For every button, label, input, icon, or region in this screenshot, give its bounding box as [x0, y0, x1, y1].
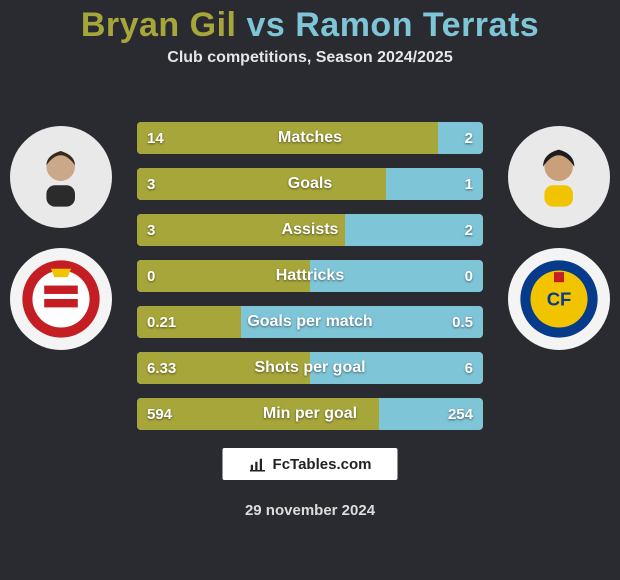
title-vs: vs — [246, 6, 285, 44]
person-icon — [523, 141, 594, 212]
stat-row: 142Matches — [137, 122, 483, 154]
stat-label: Hattricks — [137, 260, 483, 292]
stat-row: 0.210.5Goals per match — [137, 306, 483, 338]
club-crest-icon: CF — [517, 257, 601, 341]
subtitle: Club competitions, Season 2024/2025 — [0, 49, 620, 67]
brand-text: FcTables.com — [273, 456, 372, 473]
stat-label: Min per goal — [137, 398, 483, 430]
stat-label: Matches — [137, 122, 483, 154]
player1-club-badge — [10, 248, 112, 350]
player1-avatar — [10, 126, 112, 228]
stat-label: Assists — [137, 214, 483, 246]
stat-label: Goals — [137, 168, 483, 200]
page-title: Bryan Gil vs Ramon Terrats — [0, 6, 620, 45]
stats-panel: 142Matches 31Goals 32Assists 00Hattricks 0.2… — [137, 122, 483, 430]
stat-row: 31Goals — [137, 168, 483, 200]
stat-row: 594254Min per goal — [137, 398, 483, 430]
stat-label: Shots per goal — [137, 352, 483, 384]
title-player2: Ramon Terrats — [295, 6, 539, 44]
title-player1: Bryan Gil — [81, 6, 237, 44]
stat-row: 32Assists — [137, 214, 483, 246]
brand-badge: FcTables.com — [223, 448, 398, 480]
person-icon — [25, 141, 96, 212]
stat-row: 6.336Shots per goal — [137, 352, 483, 384]
footer-date: 29 november 2024 — [0, 502, 620, 519]
player2-avatar — [508, 126, 610, 228]
club-crest-icon — [19, 257, 103, 341]
svg-text:CF: CF — [547, 289, 572, 310]
chart-icon — [249, 455, 267, 473]
comparison-card: Bryan Gil vs Ramon Terrats Club competit… — [0, 0, 620, 580]
player2-club-badge: CF — [508, 248, 610, 350]
right-avatar-column: CF — [508, 126, 610, 350]
left-avatar-column — [10, 126, 112, 350]
stat-label: Goals per match — [137, 306, 483, 338]
stat-row: 00Hattricks — [137, 260, 483, 292]
